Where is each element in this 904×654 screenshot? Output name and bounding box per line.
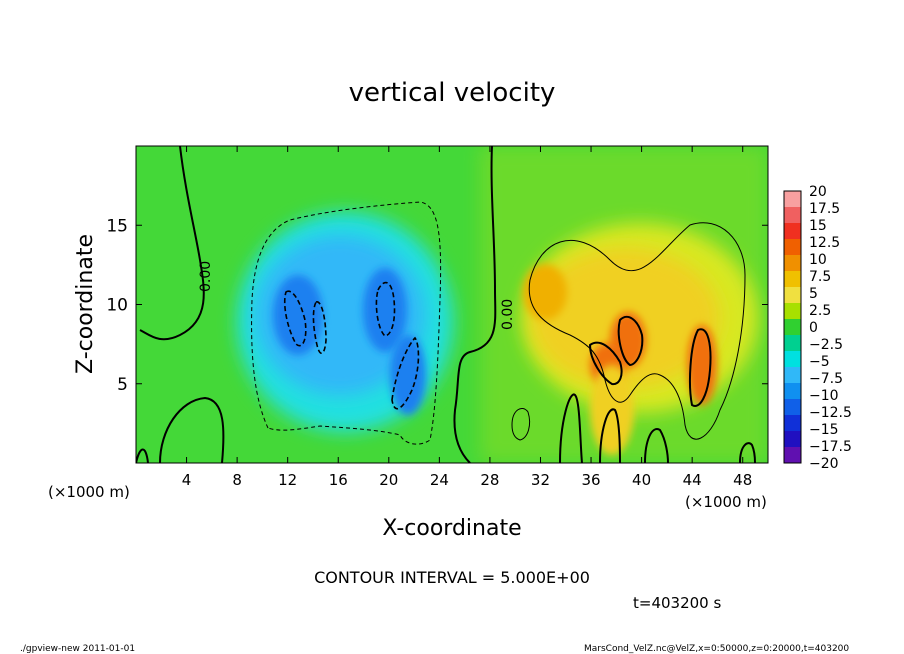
colorbar-label-3: 12.5 [809, 235, 840, 251]
negative-core-3 [390, 335, 426, 415]
x-axis-label: X-coordinate [382, 516, 521, 541]
zero-contour-bottom-4 [644, 428, 669, 463]
colorbar-label-11: −7.5 [809, 371, 843, 387]
colorbar-label-14: −15 [809, 422, 839, 438]
colorbar-label-0: 20 [809, 184, 827, 200]
negative-contour-core-2 [312, 301, 327, 354]
colorbar-label-1: 17.5 [809, 201, 840, 217]
colorbar-label-5: 7.5 [809, 269, 831, 285]
colorbar-swatch-12 [784, 383, 801, 400]
zero-contour-bottom-6 [136, 448, 149, 463]
negative-region [237, 212, 453, 432]
time-label: t=403200 s [633, 594, 721, 612]
y-axis: 5 10 15 [106, 216, 768, 395]
x-tick-label-5: 24 [430, 471, 449, 489]
colorbar-swatch-6 [784, 287, 801, 304]
colorbar-swatch-10 [784, 351, 801, 368]
positive-contour-outer [528, 222, 746, 440]
y-tick-label-2: 15 [106, 216, 128, 236]
colorbar-label-4: 10 [809, 252, 827, 268]
colorbar-swatch-1 [784, 207, 801, 224]
colorbar-swatch-16 [784, 447, 801, 464]
colorbar-swatch-9 [784, 335, 801, 352]
colorbar-swatch-2 [784, 223, 801, 240]
colorbar-label-12: −10 [809, 388, 839, 404]
colorbar-swatch-8 [784, 319, 801, 336]
x-tick-label-0: 4 [182, 471, 192, 489]
contour-lines [136, 146, 756, 463]
x-tick-label-10: 44 [683, 471, 702, 489]
zero-contour-bottom-5 [739, 442, 756, 463]
colorbar-swatch-14 [784, 415, 801, 432]
positive-contour-small [511, 408, 531, 441]
colorbar-label-13: −12.5 [809, 405, 852, 421]
zero-contour-left [139, 146, 205, 341]
colorbar-label-9: −2.5 [809, 337, 843, 353]
x-tick-label-6: 28 [480, 471, 499, 489]
zero-contour-bottom-2 [559, 393, 583, 463]
y-axis-label: Z-coordinate [73, 234, 98, 374]
negative-contour-core-3 [375, 281, 396, 337]
colorbar-label-8: 0 [809, 320, 818, 336]
x-unit-left: (×1000 m) [48, 483, 130, 501]
colorbar-label-6: 5 [809, 286, 818, 302]
positive-region-left [523, 264, 567, 320]
x-tick-label-7: 32 [531, 471, 550, 489]
contour-interval: CONTOUR INTERVAL = 5.000E+00 [314, 568, 590, 587]
colorbar-frame [783, 190, 802, 464]
zero-contour-bottom-1 [159, 396, 225, 463]
x-tick-label-11: 48 [733, 471, 752, 489]
negative-contour-core-1 [283, 290, 307, 347]
x-tick-label-3: 16 [329, 471, 348, 489]
contour-zero-label-2: 0.00 [500, 299, 516, 330]
colorbar-label-10: −5 [809, 354, 830, 370]
colorbar-swatch-4 [784, 255, 801, 272]
positive-contour-core-3 [689, 328, 712, 407]
negative-core-2 [363, 268, 407, 352]
x-tick-label-9: 40 [632, 471, 651, 489]
colorbar-label-15: −17.5 [809, 439, 852, 455]
colorbar-label-16: −20 [809, 456, 839, 472]
y-tick-label-0: 5 [117, 375, 128, 395]
positive-contour-core-1 [617, 315, 644, 367]
zero-contour-mid [453, 146, 497, 463]
colorbar-swatch-7 [784, 303, 801, 320]
x-tick-label-2: 12 [278, 471, 297, 489]
chart-title: vertical velocity [349, 78, 556, 108]
colorbar-swatch-3 [784, 239, 801, 256]
x-tick-label-4: 20 [379, 471, 398, 489]
footer-right: MarsCond_VelZ.nc@VelZ,x=0:50000,z=0:2000… [584, 644, 849, 654]
negative-core-1 [273, 275, 323, 355]
x-axis: 4 8 12 16 20 24 28 32 36 40 44 48 [182, 146, 752, 489]
colorbar-swatch-0 [784, 191, 801, 208]
colorbar-swatch-11 [784, 367, 801, 384]
colorbar-label-2: 15 [809, 218, 827, 234]
colorbar-swatch-13 [784, 399, 801, 416]
y-tick-label-1: 10 [106, 296, 128, 316]
contour-zero-label-1: 0.00 [198, 261, 214, 292]
colorbar-swatch-5 [784, 271, 801, 288]
footer-left: ./gpview-new 2011-01-01 [20, 644, 135, 654]
colorbar: 2017.51512.5107.552.50−2.5−5−7.5−10−12.5… [783, 184, 852, 472]
positive-contour-core-2 [588, 341, 623, 386]
negative-contour-core-4 [391, 336, 420, 410]
x-tick-label-8: 36 [581, 471, 600, 489]
x-tick-label-1: 8 [232, 471, 242, 489]
plot-area: 0.00 0.00 [136, 146, 768, 463]
colorbar-label-7: 2.5 [809, 303, 831, 319]
x-unit-right: (×1000 m) [685, 493, 767, 511]
zero-contour-bottom-3 [599, 408, 621, 463]
colorbar-swatch-15 [784, 431, 801, 448]
